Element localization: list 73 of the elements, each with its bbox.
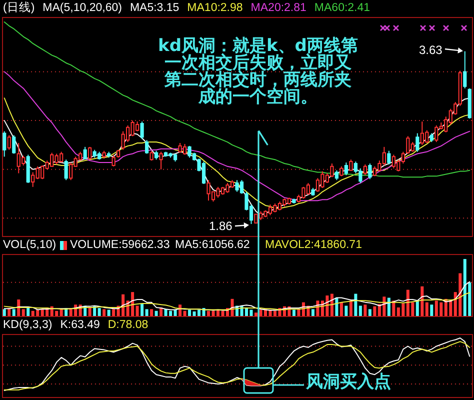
candlestick bbox=[7, 134, 11, 150]
candlestick bbox=[363, 164, 367, 176]
bar bbox=[2, 309, 6, 316]
bar bbox=[420, 286, 424, 316]
candlestick bbox=[145, 140, 149, 154]
bar bbox=[98, 308, 101, 316]
legend-title: KD(9,3,3) bbox=[3, 318, 52, 333]
annotation: kd风洞：就是k、d两线第一次相交后失败，立即又第二次相交时，两线所夹成的一个空间。 bbox=[158, 36, 358, 107]
bar bbox=[416, 300, 419, 316]
bar bbox=[188, 310, 192, 316]
bar bbox=[297, 309, 300, 316]
text: MA5:3.15 bbox=[130, 1, 180, 16]
bar bbox=[368, 309, 372, 316]
candlestick bbox=[344, 162, 348, 176]
legend-label: VOLUME:59662.33 bbox=[70, 238, 170, 253]
bar bbox=[145, 309, 148, 316]
candlestick bbox=[340, 166, 344, 177]
annotation: 1.86 bbox=[209, 219, 232, 233]
bar bbox=[430, 304, 434, 316]
text: MA20:2.81 bbox=[250, 1, 306, 16]
bar bbox=[22, 309, 25, 316]
bar bbox=[183, 310, 186, 316]
bar bbox=[354, 294, 358, 316]
series-label: K:63.49 bbox=[60, 318, 100, 333]
bar bbox=[174, 310, 177, 316]
bar bbox=[207, 310, 210, 316]
legend-title: VOL(5,10) bbox=[3, 238, 56, 253]
candlestick bbox=[112, 154, 116, 167]
annotation: 风洞买入点 bbox=[306, 372, 391, 392]
bar bbox=[107, 310, 110, 316]
candlestick bbox=[83, 146, 87, 160]
candlestick bbox=[12, 134, 16, 154]
text: MA5:61056.62 bbox=[175, 238, 250, 253]
bar bbox=[387, 298, 390, 316]
bar bbox=[88, 307, 92, 316]
bar bbox=[102, 309, 106, 316]
bar bbox=[349, 300, 352, 316]
candlestick bbox=[88, 146, 92, 160]
bar bbox=[311, 309, 314, 316]
bar bbox=[154, 310, 158, 316]
bar bbox=[292, 310, 296, 316]
bar bbox=[373, 306, 376, 316]
bar bbox=[12, 309, 16, 316]
bar bbox=[26, 308, 30, 316]
chart-title: (日线) bbox=[3, 1, 35, 16]
bar bbox=[112, 309, 116, 316]
text: MA60:2.41 bbox=[314, 1, 370, 16]
bar bbox=[364, 304, 367, 316]
bar bbox=[358, 306, 362, 316]
bar bbox=[344, 306, 348, 316]
candlestick bbox=[150, 150, 154, 162]
text: MAVOL2:41860.71 bbox=[265, 238, 362, 253]
bar bbox=[150, 309, 154, 316]
bar bbox=[136, 306, 139, 316]
candlestick bbox=[349, 159, 353, 171]
candlestick bbox=[463, 50, 467, 89]
candlestick bbox=[2, 130, 6, 158]
legend-title: MA(5,10,20,60) bbox=[42, 1, 122, 16]
bar bbox=[254, 312, 258, 316]
bar bbox=[425, 302, 428, 316]
candlestick bbox=[64, 159, 68, 181]
annotation: 3.63 bbox=[419, 43, 442, 57]
bar bbox=[60, 309, 63, 316]
series-label: D:78.08 bbox=[108, 318, 148, 333]
candlestick bbox=[159, 151, 163, 170]
text: MA10:2.98 bbox=[187, 1, 243, 16]
candlestick bbox=[416, 132, 420, 152]
candlestick bbox=[334, 170, 338, 181]
candlestick bbox=[140, 121, 144, 140]
bar bbox=[340, 302, 343, 316]
candlestick bbox=[368, 163, 372, 180]
candlestick bbox=[387, 150, 391, 165]
bar bbox=[140, 304, 144, 316]
